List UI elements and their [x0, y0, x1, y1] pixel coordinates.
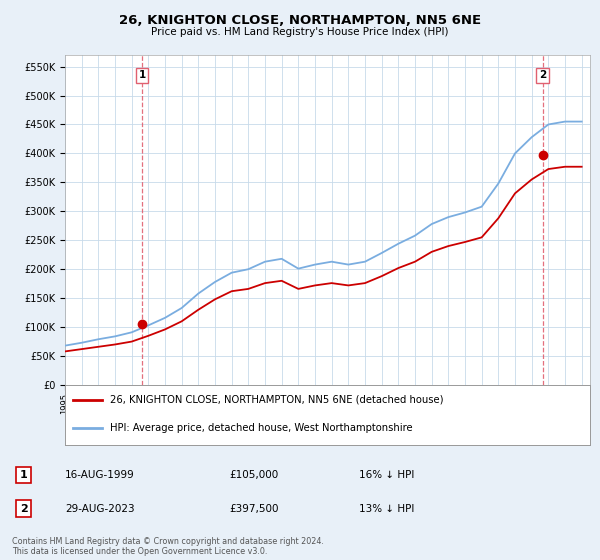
Text: Price paid vs. HM Land Registry's House Price Index (HPI): Price paid vs. HM Land Registry's House … [151, 27, 449, 37]
Text: 16-AUG-1999: 16-AUG-1999 [65, 470, 134, 480]
Text: £397,500: £397,500 [229, 503, 279, 514]
Text: 26, KNIGHTON CLOSE, NORTHAMPTON, NN5 6NE: 26, KNIGHTON CLOSE, NORTHAMPTON, NN5 6NE [119, 14, 481, 27]
Text: 1: 1 [20, 470, 28, 480]
Text: £105,000: £105,000 [229, 470, 278, 480]
Text: 29-AUG-2023: 29-AUG-2023 [65, 503, 134, 514]
Text: 2: 2 [539, 70, 546, 80]
Text: 26, KNIGHTON CLOSE, NORTHAMPTON, NN5 6NE (detached house): 26, KNIGHTON CLOSE, NORTHAMPTON, NN5 6NE… [110, 395, 443, 405]
Text: 13% ↓ HPI: 13% ↓ HPI [359, 503, 414, 514]
Text: 1: 1 [139, 70, 146, 80]
Text: Contains HM Land Registry data © Crown copyright and database right 2024.
This d: Contains HM Land Registry data © Crown c… [12, 536, 324, 556]
Text: HPI: Average price, detached house, West Northamptonshire: HPI: Average price, detached house, West… [110, 423, 412, 433]
Text: 2: 2 [20, 503, 28, 514]
Text: 16% ↓ HPI: 16% ↓ HPI [359, 470, 414, 480]
